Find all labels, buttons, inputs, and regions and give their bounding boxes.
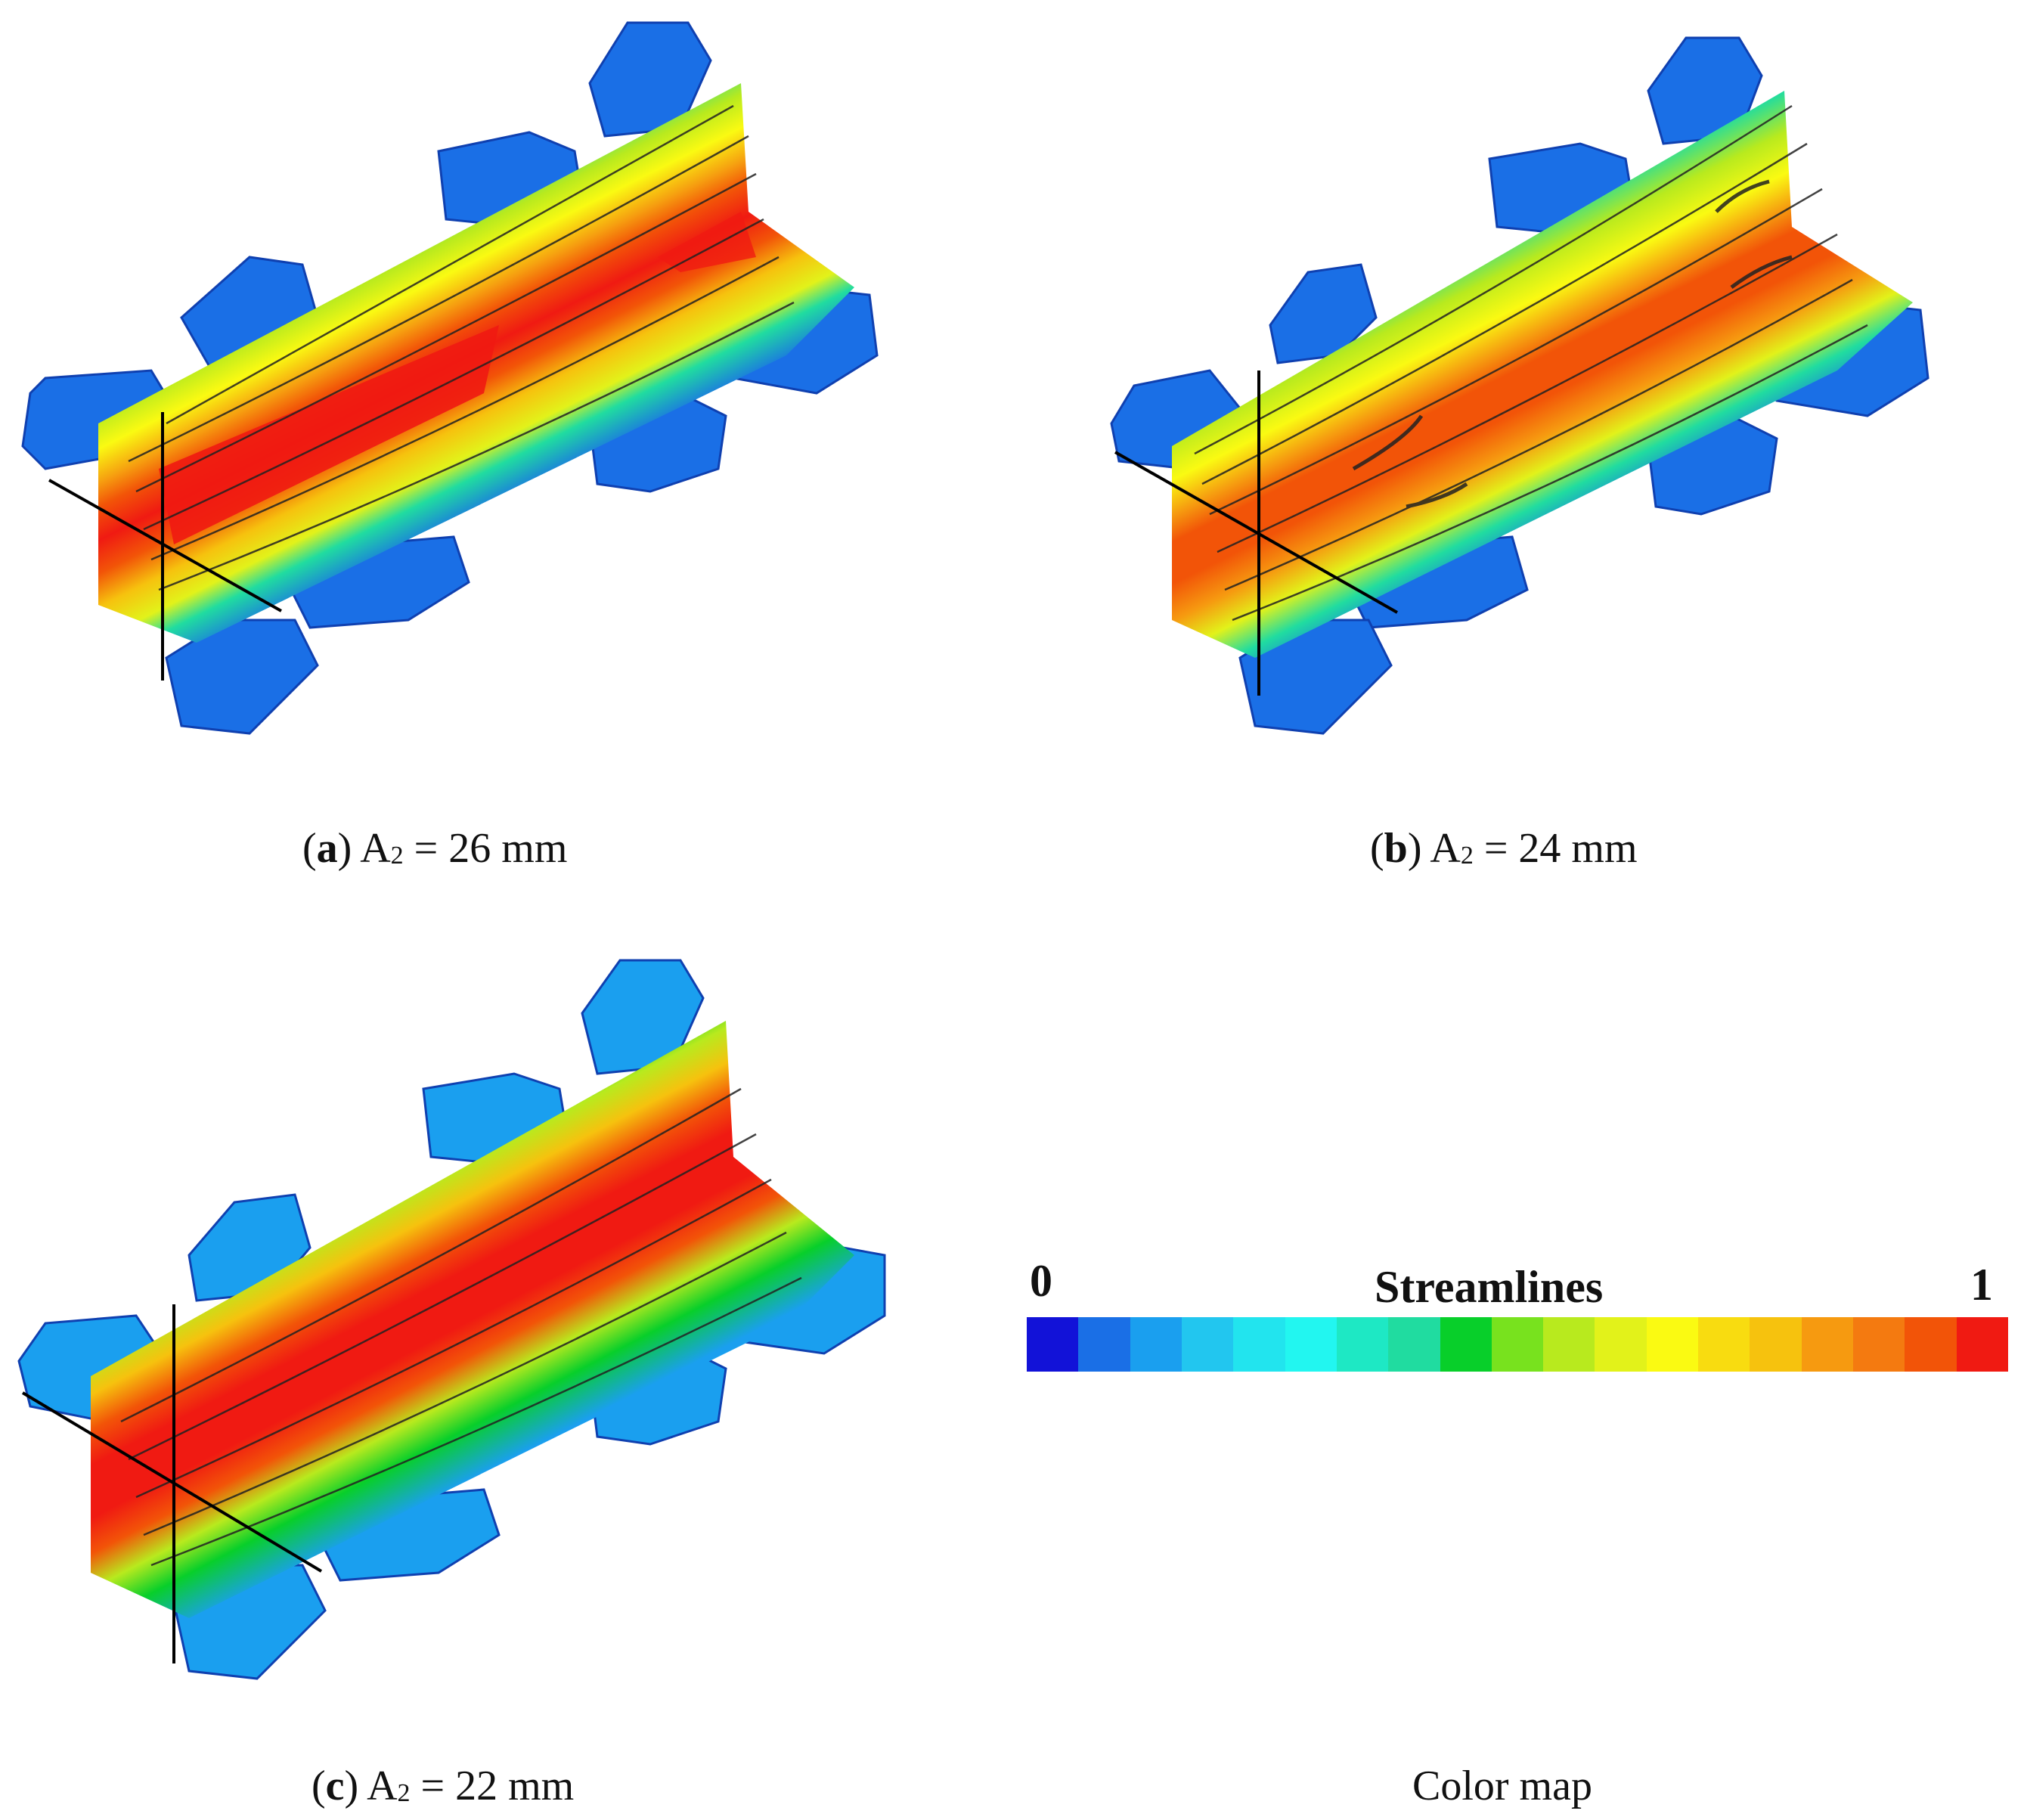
colorbar-min-label: 0 [1030, 1256, 1052, 1306]
colorbar-swatch-4 [1233, 1317, 1285, 1372]
caption-colormap: Color map [1412, 1763, 1592, 1809]
colorbar-swatch-7 [1388, 1317, 1440, 1372]
colorbar-swatch-16 [1853, 1317, 1905, 1372]
axes-b [1114, 371, 1398, 696]
caption-b: (b) A2 = 24 mm [1370, 825, 1638, 872]
panel-b-contour [1089, 15, 2011, 771]
flow-band-b [1172, 91, 1913, 658]
contours-a [128, 104, 795, 591]
colorbar-swatch-17 [1905, 1317, 1957, 1372]
colorbar-swatch-3 [1181, 1317, 1234, 1372]
colorbar-max-label: 1 [1970, 1260, 1993, 1310]
axes-a [48, 412, 282, 681]
colorbar-swatch-15 [1801, 1317, 1853, 1372]
colorbar-title: Streamlines [1375, 1262, 1604, 1312]
colorbar-swatch-1 [1078, 1317, 1130, 1372]
panel-c-svg [17, 959, 886, 1680]
flow-band-c [91, 1021, 854, 1618]
colorbar-swatch-2 [1130, 1317, 1182, 1372]
caption-c: (c) A2 = 22 mm [312, 1763, 575, 1809]
panel-a-svg [21, 21, 879, 735]
colorbar-swatch-9 [1491, 1317, 1544, 1372]
colorbar-swatch-5 [1285, 1317, 1337, 1372]
axes-c [21, 1304, 323, 1663]
colorbar-swatch-6 [1336, 1317, 1389, 1372]
flow-core-a [159, 325, 499, 544]
colorbar-swatch-0 [1027, 1317, 1079, 1372]
colorbar-swatch-12 [1646, 1317, 1699, 1372]
colorbar [1027, 1317, 2008, 1372]
caption-a: (a) A2 = 26 mm [302, 825, 568, 872]
colorbar-swatch-14 [1750, 1317, 1802, 1372]
colorbar-swatch-10 [1543, 1317, 1595, 1372]
panel-c-contour [0, 938, 907, 1694]
panel-a-contour [0, 0, 907, 756]
colorbar-swatch-18 [1956, 1317, 2008, 1372]
contours-b [1194, 104, 1868, 622]
panel-b-svg [1110, 36, 1929, 735]
colorbar-swatch-13 [1698, 1317, 1750, 1372]
colorbar-swatch-11 [1595, 1317, 1647, 1372]
flow-core-a2 [658, 212, 756, 272]
colorbar-swatch-8 [1440, 1317, 1492, 1372]
